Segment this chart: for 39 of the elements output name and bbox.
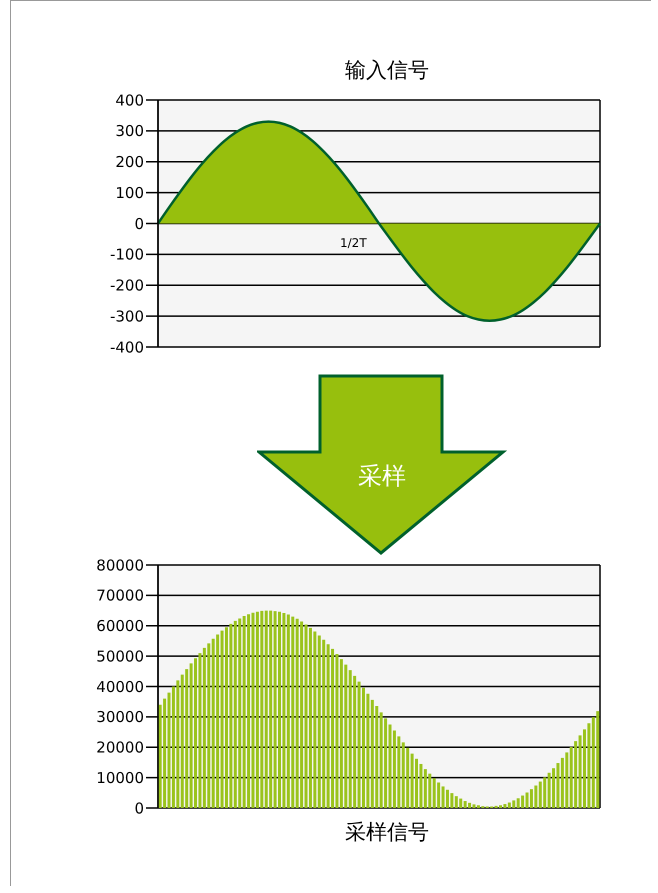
bar — [207, 643, 210, 808]
bar — [512, 800, 516, 808]
bar — [454, 796, 458, 808]
y-tick-label: 30000 — [96, 708, 144, 726]
y-tick-label: -100 — [110, 246, 144, 264]
bar — [260, 610, 264, 808]
y-tick-label: -300 — [110, 307, 144, 326]
y-tick-label: 20000 — [96, 738, 144, 757]
bar — [543, 777, 546, 808]
bar — [516, 798, 520, 808]
bar — [264, 610, 268, 808]
y-tick-label: 60000 — [96, 617, 144, 636]
y-tick-label: 40000 — [96, 678, 144, 696]
bar — [322, 640, 326, 808]
bar — [459, 798, 462, 808]
bar — [291, 616, 294, 808]
y-tick-label: 0 — [134, 214, 144, 233]
annotation: 1/2T — [340, 236, 367, 250]
chart-title: 输入信号 — [344, 57, 430, 84]
bar — [212, 638, 215, 808]
bar — [296, 618, 299, 808]
y-tick-label: 400 — [115, 91, 144, 110]
bar — [238, 618, 242, 808]
y-tick-label: 200 — [115, 153, 144, 172]
y-tick-label: 10000 — [96, 768, 144, 787]
y-tick-label: 50000 — [96, 647, 144, 666]
bar — [538, 782, 542, 808]
bar — [234, 620, 237, 808]
bar — [596, 711, 600, 808]
y-tick-label: 70000 — [96, 586, 144, 605]
bar — [318, 635, 321, 808]
y-tick-label: -200 — [110, 276, 144, 295]
x-axis-title: 采样信号 — [344, 819, 430, 846]
y-tick-label: 80000 — [96, 556, 144, 574]
y-tick-label: 0 — [134, 799, 144, 818]
y-tick-label: 100 — [115, 184, 144, 202]
y-tick-label: 300 — [115, 122, 144, 140]
text: 采样 — [357, 461, 407, 492]
y-tick-label: -400 — [110, 338, 144, 356]
